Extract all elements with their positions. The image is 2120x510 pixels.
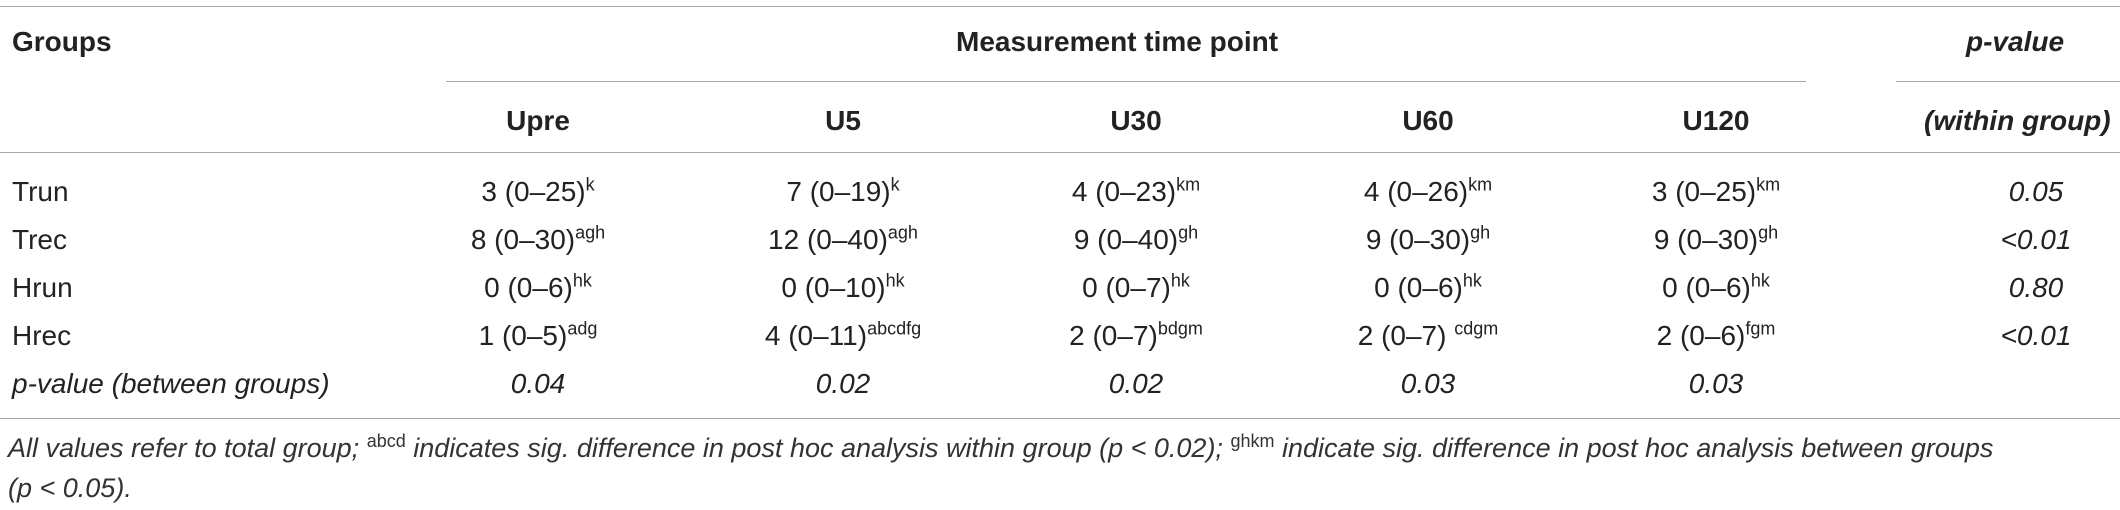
cell-value: 2 (0–7)	[1069, 320, 1158, 351]
cell-value: 4 (0–23)	[1071, 176, 1177, 207]
cell-superscript: gh	[1758, 222, 1779, 243]
table-cell: 2 (0–7) cdgm	[1298, 320, 1558, 352]
within-group-pvalue: 0.05	[2008, 176, 2064, 207]
cell-superscript: hk	[1750, 270, 1770, 291]
cell-superscript: agh	[575, 222, 606, 243]
footnote-part3: indicate sig. difference in post hoc ana…	[1274, 433, 1994, 463]
cell-superscript: hk	[1462, 270, 1482, 291]
timepoint-header: Measurement time point	[956, 26, 1279, 57]
table-cell: 9 (0–30)gh	[1586, 224, 1846, 256]
cell-superscript: k	[890, 174, 900, 195]
table-cell: 4 (0–23)km	[1006, 176, 1266, 208]
cell-superscript: km	[1468, 174, 1493, 195]
cell-value: 1 (0–5)	[478, 320, 568, 351]
between-groups-label: p-value (between groups)	[12, 368, 330, 399]
table-cell: 0 (0–6)hk	[1298, 272, 1558, 304]
cell-superscript: abcdfg	[867, 318, 922, 339]
cell-value: 4 (0–26)	[1363, 176, 1469, 207]
table-cell: 3 (0–25)k	[408, 176, 668, 208]
cell-value: 12 (0–40)	[768, 224, 888, 255]
table-cell: 4 (0–11)abcdfg	[713, 320, 973, 352]
row-label: Trec	[12, 224, 67, 255]
cell-superscript: k	[585, 174, 595, 195]
row-label: Trun	[12, 176, 69, 207]
footnote-part2: indicates sig. difference in post hoc an…	[405, 433, 1231, 463]
table-cell: 2 (0–7)bdgm	[1006, 320, 1266, 352]
cell-superscript: adg	[567, 318, 598, 339]
table-cell: 7 (0–19)k	[713, 176, 973, 208]
footnote-sup1: abcd	[366, 431, 406, 451]
table-cell: 0 (0–6)hk	[1586, 272, 1846, 304]
table-cell: 8 (0–30)agh	[408, 224, 668, 256]
pvalue-header: p-value	[1966, 26, 2065, 57]
timepoint-u120-header: U120	[1682, 105, 1750, 136]
table-bottom-rule	[0, 418, 2120, 419]
row-label: Hrun	[12, 272, 73, 303]
footnote-part1: All values refer to total group;	[8, 433, 367, 463]
groups-header: Groups	[12, 26, 112, 57]
timepoint-group-rule	[446, 81, 1806, 82]
cell-value: 9 (0–40)	[1073, 224, 1179, 255]
cell-value: 0 (0–10)	[781, 272, 886, 303]
table-top-rule	[0, 6, 2120, 7]
within-group-pvalue: <0.01	[2000, 224, 2072, 255]
cell-value: 4 (0–11)	[764, 320, 868, 351]
cell-value: 0 (0–6)	[484, 272, 573, 303]
between-groups-pvalue: 0.02	[1108, 368, 1164, 399]
cell-superscript: hk	[1170, 270, 1190, 291]
cell-superscript: km	[1756, 174, 1781, 195]
cell-value: 0 (0–6)	[1374, 272, 1463, 303]
timepoint-u30-header: U30	[1110, 105, 1162, 136]
cell-superscript: hk	[572, 270, 592, 291]
between-groups-pvalue: 0.04	[510, 368, 566, 399]
table-cell: 3 (0–25)km	[1586, 176, 1846, 208]
cell-value: 2 (0–7)	[1357, 320, 1455, 351]
table-cell: 1 (0–5)adg	[408, 320, 668, 352]
table-cell: 2 (0–6)fgm	[1586, 320, 1846, 352]
cell-value: 7 (0–19)	[786, 176, 891, 207]
cell-value: 0 (0–7)	[1082, 272, 1171, 303]
table-cell: 0 (0–7)hk	[1006, 272, 1266, 304]
cell-value: 0 (0–6)	[1662, 272, 1751, 303]
cell-superscript: hk	[885, 270, 905, 291]
cell-superscript: km	[1176, 174, 1201, 195]
cell-value: 8 (0–30)	[470, 224, 576, 255]
table-cell: 9 (0–30)gh	[1298, 224, 1558, 256]
header-bottom-rule	[0, 152, 2120, 153]
between-groups-pvalue: 0.03	[1688, 368, 1744, 399]
cell-superscript: agh	[887, 222, 918, 243]
within-group-pvalue: <0.01	[2000, 320, 2072, 351]
cell-superscript: cdgm	[1454, 318, 1499, 339]
footnote-line2: (p < 0.05).	[8, 473, 132, 503]
table-footnote: All values refer to total group; abcd in…	[8, 428, 1993, 508]
table-cell: 12 (0–40)agh	[713, 224, 973, 256]
within-group-pvalue: 0.80	[2008, 272, 2064, 303]
table-cell: 9 (0–40)gh	[1006, 224, 1266, 256]
row-label: Hrec	[12, 320, 72, 351]
pvalue-subheader: (within group)	[1924, 105, 2111, 136]
pvalue-group-rule	[1896, 81, 2120, 82]
between-groups-pvalue: 0.02	[815, 368, 871, 399]
cell-value: 9 (0–30)	[1365, 224, 1471, 255]
table-cell: 0 (0–10)hk	[713, 272, 973, 304]
between-groups-pvalue: 0.03	[1400, 368, 1456, 399]
table-cell: 4 (0–26)km	[1298, 176, 1558, 208]
timepoint-upre-header: Upre	[506, 105, 570, 136]
table-cell: 0 (0–6)hk	[408, 272, 668, 304]
cell-value: 2 (0–6)	[1656, 320, 1746, 351]
footnote-sup2: ghkm	[1230, 431, 1275, 451]
cell-superscript: gh	[1178, 222, 1199, 243]
cell-value: 3 (0–25)	[1651, 176, 1757, 207]
cell-superscript: bdgm	[1157, 318, 1203, 339]
cell-value: 3 (0–25)	[481, 176, 586, 207]
timepoint-u60-header: U60	[1402, 105, 1454, 136]
timepoint-u5-header: U5	[825, 105, 861, 136]
cell-superscript: fgm	[1745, 318, 1776, 339]
cell-value: 9 (0–30)	[1653, 224, 1759, 255]
cell-superscript: gh	[1470, 222, 1491, 243]
